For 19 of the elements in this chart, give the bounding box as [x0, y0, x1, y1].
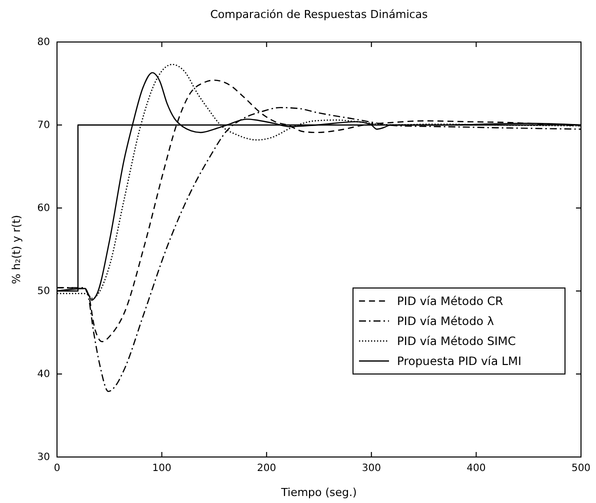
x-tick-label: 400	[466, 463, 486, 474]
y-axis-title: % h₂(t) y r(t)	[10, 214, 23, 284]
y-tick-label: 50	[37, 286, 50, 298]
legend-label: PID vía Método λ	[397, 314, 494, 328]
y-tick-label: 80	[37, 37, 50, 48]
chart-title: Comparación de Respuestas Dinámicas	[210, 8, 428, 21]
legend-label: PID vía Método SIMC	[397, 334, 516, 348]
y-tick-label: 70	[37, 120, 50, 132]
x-axis-title: Tiempo (seg.)	[280, 486, 357, 499]
x-tick-label: 0	[54, 463, 60, 474]
x-tick-label: 300	[362, 463, 381, 474]
x-tick-label: 500	[571, 463, 591, 474]
legend-label: PID vía Método CR	[397, 294, 504, 308]
legend-label: Propuesta PID vía LMI	[397, 354, 522, 368]
y-tick-label: 30	[37, 452, 50, 464]
x-tick-label: 100	[152, 463, 172, 474]
y-tick-label: 40	[37, 369, 50, 380]
x-tick-label: 200	[257, 463, 276, 474]
y-tick-label: 60	[37, 203, 50, 214]
